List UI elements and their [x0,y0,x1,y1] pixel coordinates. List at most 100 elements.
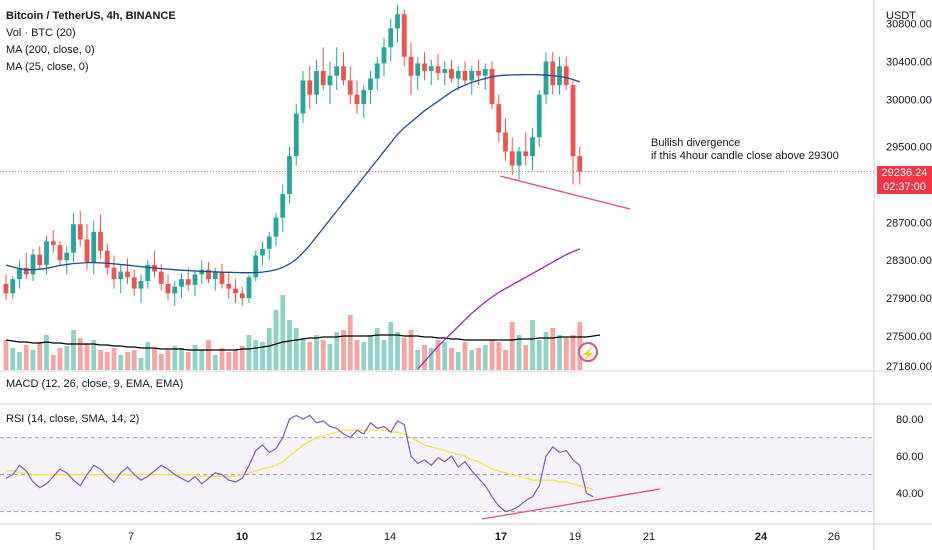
volume-bar [327,344,333,370]
price-tick-label: 30400.00 [886,57,932,69]
candle-body [523,151,529,157]
time-tick-label: 12 [310,531,322,543]
lightning-icon[interactable]: ⚡ [578,342,598,362]
annotation-line-2: if this 4hour candle close above 29300 [651,150,839,162]
volume-bar [64,346,70,370]
volume-bar [293,328,299,370]
candle-body [253,255,259,278]
candle-body [462,70,468,81]
candle-body [361,89,367,105]
candle-body [482,69,488,76]
ma25-legend[interactable]: MA (25, close, 0) [6,61,89,73]
symbol-legend[interactable]: Bitcoin / TetherUS, 4h, BINANCE [6,10,176,22]
rsi-line [5,414,594,513]
volume-bar [503,350,508,370]
candle-body [84,239,90,263]
volume-legend[interactable]: Vol · BTC (20) [6,27,76,39]
candle-body [422,63,427,71]
candle-body [320,70,326,86]
volume-bar [111,348,117,370]
time-tick-label: 17 [495,531,507,543]
volume-bar [469,350,475,370]
rsi-trendline [481,488,661,520]
candle-body [368,78,373,90]
ma200-legend[interactable]: MA (200, close, 0) [6,44,95,56]
candle-body [503,132,508,152]
volume-ma-line [5,334,601,351]
volume-bar [401,338,407,370]
candle-body [3,283,9,294]
rsi-tick-label: 60.00 [896,451,924,463]
volume-bar [44,335,49,370]
candle-body [354,94,360,105]
volume-bar [516,335,522,370]
annotation-text[interactable]: Bullish divergence if this 4hour candle … [651,137,839,163]
volume-bar [98,350,103,370]
volume-bar [449,348,454,370]
volume-bar [415,350,421,370]
volume-bar [536,340,542,370]
candle-body [98,231,103,251]
volume-bar [496,342,502,370]
time-tick-label: 10 [236,531,248,543]
candle-body [395,14,400,29]
candle-body [158,271,164,284]
volume-bar [428,348,434,370]
volume-bar [253,340,259,370]
candle-body [10,279,16,294]
candle-body [307,80,313,95]
candle-body [165,283,171,294]
volume-bar [165,350,171,370]
candle-body [57,245,63,261]
volume-bar [172,346,178,370]
volume-bar [354,340,360,370]
volume-bar [563,338,569,370]
volume-bar [84,344,90,370]
candle-body [179,279,184,287]
candle-body [30,254,36,275]
candle-body [287,156,292,194]
volume-bar [347,315,353,370]
volume-bar [57,348,63,370]
volume-bar [152,348,157,370]
ma25-line [5,73,581,274]
volume-bar [280,295,286,370]
time-tick-label: 26 [828,531,840,543]
volume-bar [287,320,292,370]
candle-body [104,250,110,268]
volume-bar [138,358,144,370]
candle-body [563,66,569,86]
time-tick-label: 7 [128,531,134,543]
volume-bar [246,335,252,370]
volume-bar [455,352,461,370]
macd-legend[interactable]: MACD (12, 26, close, 9, EMA, EMA) [6,378,184,390]
volume-bar [219,348,225,370]
volume-bar [408,330,414,370]
candle-body [212,271,218,280]
candle-body [509,151,515,166]
candle-body [300,80,306,114]
volume-bar [462,342,468,370]
rsi-legend[interactable]: RSI (14, close, SMA, 14, 2) [6,413,140,425]
volume-bar [37,342,43,370]
volume-bar [77,338,83,370]
volume-bar [23,345,29,370]
candle-body [145,264,151,282]
candle-body [496,104,502,133]
price-tick-label: 30800.00 [886,19,932,31]
rsi-ma-line [6,429,594,490]
time-tick-label: 5 [55,531,61,543]
candle-body [138,281,144,289]
candle-body [341,66,346,81]
volume-bar [530,320,535,370]
candle-body [131,277,137,289]
candle-body [185,279,191,285]
candle-body [71,224,76,253]
price-tick-label: 29500.00 [886,142,932,154]
volume-bar [3,340,9,370]
candle-body [489,69,495,105]
volume-bar [91,340,97,370]
candle-body [435,66,441,73]
candle-body [206,269,211,280]
